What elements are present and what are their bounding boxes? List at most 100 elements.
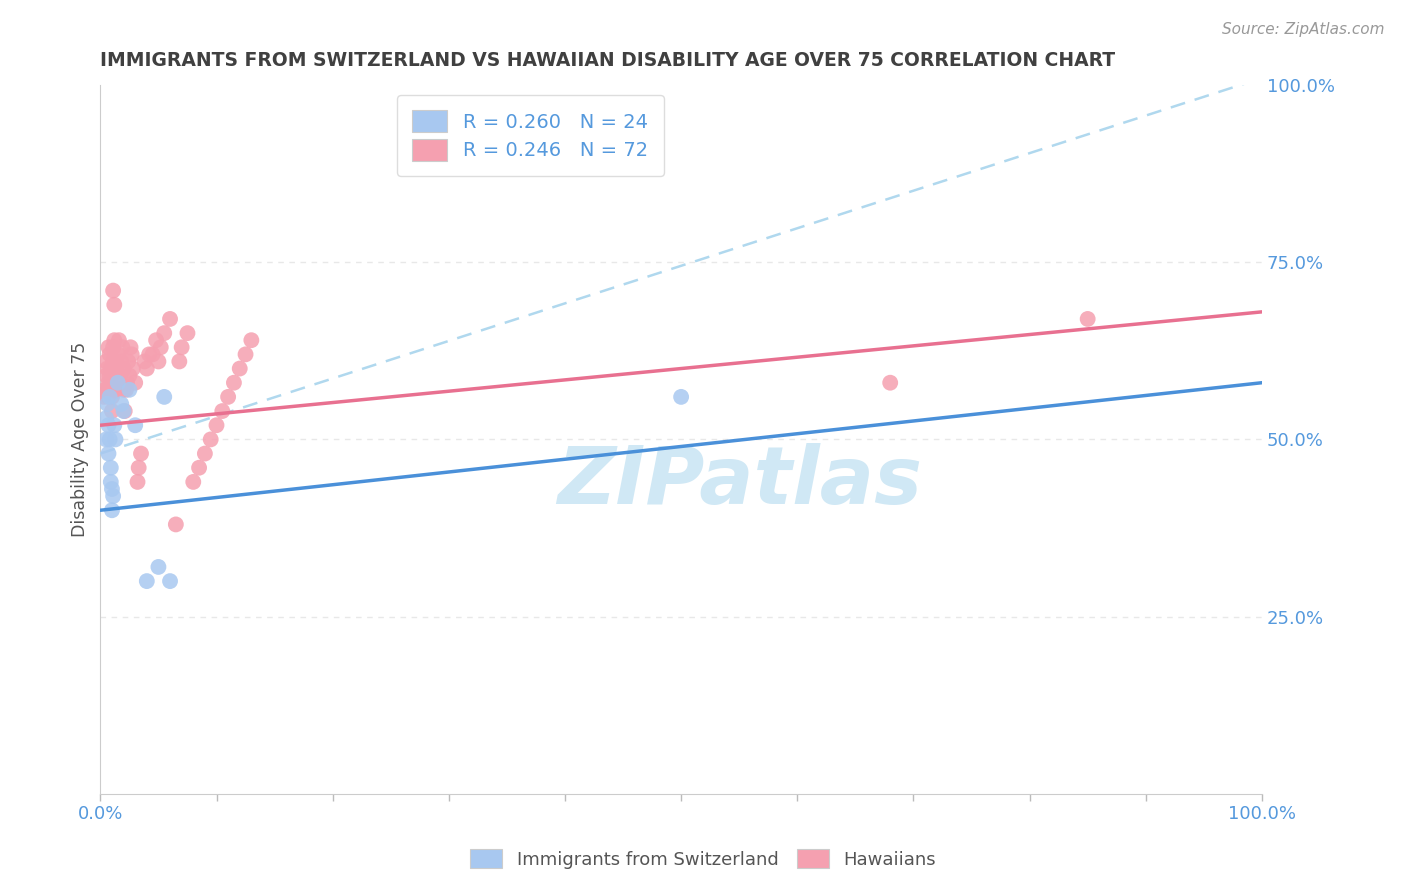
Point (101, 489, 124, 503)
Text: Source: ZipAtlas.com: Source: ZipAtlas.com (1222, 22, 1385, 37)
Point (115, 376, 138, 390)
Point (235, 347, 257, 361)
Point (112, 404, 135, 418)
Point (100, 383, 122, 397)
Text: IMMIGRANTS FROM SWITZERLAND VS HAWAIIAN DISABILITY AGE OVER 75 CORRELATION CHART: IMMIGRANTS FROM SWITZERLAND VS HAWAIIAN … (100, 51, 1115, 70)
Point (100, 361, 122, 376)
Point (229, 361, 252, 376)
Point (100, 460, 122, 475)
Legend: R = 0.260   N = 24, R = 0.246   N = 72: R = 0.260 N = 24, R = 0.246 N = 72 (396, 95, 664, 176)
Point (98, 383, 121, 397)
Point (98, 433, 121, 447)
Point (205, 418, 228, 433)
Point (100, 475, 122, 489)
Point (101, 503, 124, 517)
Point (194, 446, 217, 460)
Point (124, 376, 146, 390)
Point (181, 475, 204, 489)
Point (128, 460, 150, 475)
Point (104, 433, 127, 447)
Point (100, 376, 122, 390)
Point (124, 418, 146, 433)
Point (101, 368, 124, 383)
Point (96, 411, 118, 425)
Point (122, 361, 145, 376)
Point (117, 354, 139, 368)
Point (108, 333, 131, 347)
Point (107, 376, 129, 390)
Point (101, 284, 124, 298)
Point (101, 354, 124, 368)
Point (240, 333, 263, 347)
Point (217, 390, 239, 404)
Point (103, 418, 125, 433)
Point (105, 361, 128, 376)
Point (112, 361, 135, 376)
Point (101, 340, 124, 354)
Point (94, 383, 117, 397)
Y-axis label: Disability Age Over 75: Disability Age Over 75 (72, 342, 89, 537)
Point (148, 354, 170, 368)
Point (153, 390, 176, 404)
Point (134, 354, 156, 368)
Point (104, 383, 127, 397)
Point (97, 418, 120, 433)
Point (107, 376, 129, 390)
Point (98, 390, 121, 404)
Text: ZIPatlas: ZIPatlas (557, 443, 922, 521)
Legend: Immigrants from Switzerland, Hawaiians: Immigrants from Switzerland, Hawaiians (463, 841, 943, 876)
Point (110, 354, 132, 368)
Point (159, 312, 181, 326)
Point (104, 354, 127, 368)
Point (145, 333, 167, 347)
Point (170, 340, 193, 354)
Point (118, 368, 141, 383)
Point (112, 383, 135, 397)
Point (96, 368, 118, 383)
Point (97, 390, 120, 404)
Point (101, 482, 124, 496)
Point (127, 475, 149, 489)
Point (879, 376, 901, 390)
Point (222, 376, 245, 390)
Point (114, 404, 136, 418)
Point (142, 347, 165, 361)
Point (96, 361, 118, 376)
Point (108, 368, 131, 383)
Point (96, 433, 118, 447)
Point (101, 404, 124, 418)
Point (176, 326, 198, 340)
Point (118, 383, 141, 397)
Point (97, 340, 120, 354)
Point (138, 347, 160, 361)
Point (153, 326, 176, 340)
Point (103, 333, 125, 347)
Point (96, 354, 118, 368)
Point (200, 433, 222, 447)
Point (97, 376, 120, 390)
Point (669, 390, 692, 404)
Point (93, 390, 115, 404)
Point (169, 354, 191, 368)
Point (135, 361, 157, 376)
Point (96, 397, 118, 411)
Point (129, 446, 152, 460)
Point (120, 340, 142, 354)
Point (121, 347, 143, 361)
Point (101, 390, 124, 404)
Point (1077, 312, 1099, 326)
Point (98, 347, 121, 361)
Point (98, 368, 121, 383)
Point (159, 574, 181, 588)
Point (188, 460, 211, 475)
Point (103, 298, 125, 312)
Point (110, 397, 132, 411)
Point (149, 340, 172, 354)
Point (135, 574, 157, 588)
Point (111, 340, 134, 354)
Point (115, 383, 138, 397)
Point (97, 446, 120, 460)
Point (165, 517, 187, 532)
Point (211, 404, 233, 418)
Point (96, 383, 118, 397)
